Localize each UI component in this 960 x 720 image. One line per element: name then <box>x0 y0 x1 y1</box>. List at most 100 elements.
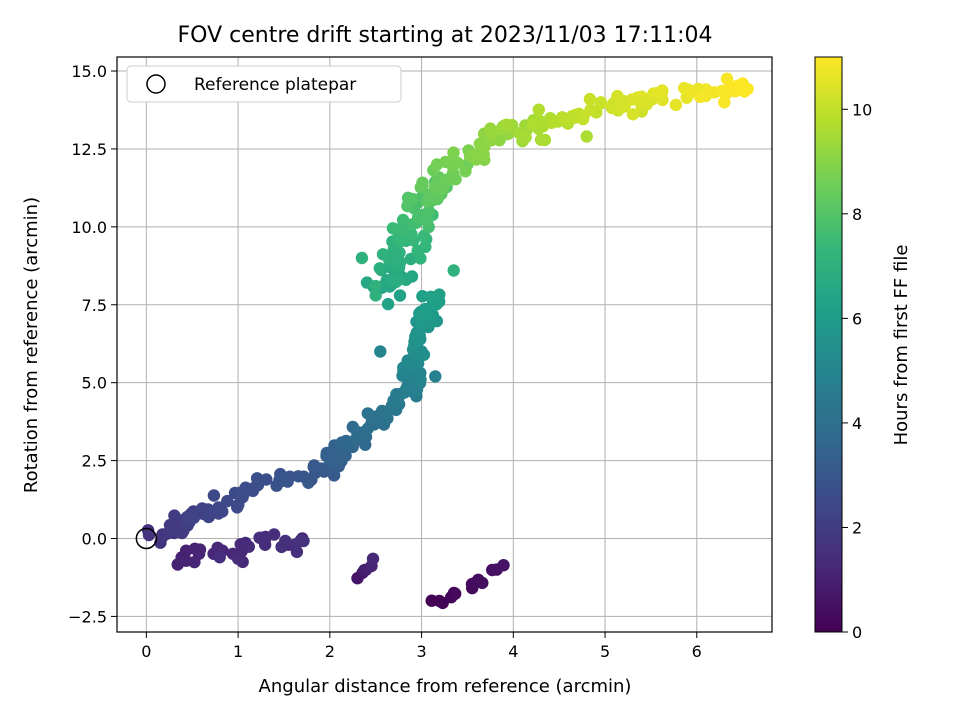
data-point <box>424 290 437 303</box>
data-point <box>369 279 382 293</box>
data-point <box>476 576 489 590</box>
legend: Reference platepar <box>126 65 402 103</box>
x-tick-label: 6 <box>692 642 702 661</box>
reference-platepar-marker <box>135 527 158 550</box>
data-point <box>459 165 472 178</box>
data-point <box>213 551 226 564</box>
data-point <box>168 509 181 522</box>
data-point <box>560 113 574 126</box>
data-point <box>486 126 499 139</box>
data-point <box>532 103 545 116</box>
data-point <box>393 289 407 302</box>
data-point <box>366 552 380 565</box>
colorbar-tick-label: 2 <box>852 518 862 537</box>
data-point <box>584 103 597 117</box>
data-point <box>330 455 343 468</box>
data-point <box>414 373 427 386</box>
colorbar-tick-label: 4 <box>852 414 862 433</box>
data-point <box>275 540 288 554</box>
data-point <box>391 274 404 287</box>
y-tick-label: 10.0 <box>71 218 107 237</box>
y-tick-label: 7.5 <box>82 296 107 315</box>
x-axis-ticks: 0 1 2 3 4 5 6 <box>141 632 702 661</box>
data-point <box>421 214 434 227</box>
data-point <box>683 86 697 99</box>
data-point <box>404 252 418 266</box>
data-point <box>396 213 410 227</box>
data-point <box>736 77 749 90</box>
data-point <box>267 528 281 541</box>
data-point <box>447 146 460 159</box>
colorbar-label: Hours from first FF file <box>891 245 912 446</box>
data-point <box>451 156 464 169</box>
y-axis-label: Rotation from reference (arcmin) <box>21 197 42 493</box>
data-point <box>422 205 435 218</box>
data-point <box>253 531 266 544</box>
plot-frame <box>116 56 773 633</box>
data-point <box>242 540 255 553</box>
data-point <box>449 173 462 186</box>
data-point <box>302 476 315 489</box>
data-point <box>193 543 207 556</box>
data-point <box>142 528 156 542</box>
data-point <box>594 97 608 110</box>
colorbar-gradient <box>814 56 843 633</box>
y-tick-label: 0.0 <box>82 530 107 549</box>
x-tick-label: 3 <box>416 642 426 661</box>
data-point <box>449 587 462 600</box>
data-point <box>221 494 234 508</box>
data-point <box>473 137 487 150</box>
data-point <box>519 131 532 144</box>
data-point <box>355 251 369 265</box>
data-point <box>669 98 683 112</box>
data-point <box>216 505 229 518</box>
data-point <box>369 289 382 302</box>
data-point <box>500 118 513 131</box>
data-point <box>447 264 460 277</box>
reference-marker-layer <box>135 527 158 550</box>
data-point <box>381 297 395 311</box>
data-point <box>231 552 245 565</box>
x-tick-label: 5 <box>600 642 610 661</box>
colorbar-tick-label: 8 <box>852 205 862 224</box>
colorbar-ticks: 0 2 4 6 8 10 <box>842 100 872 642</box>
data-point <box>373 262 386 275</box>
data-point <box>207 489 221 502</box>
data-point <box>260 473 273 486</box>
data-point <box>611 89 624 103</box>
data-point <box>187 511 201 524</box>
data-point <box>699 89 712 103</box>
y-tick-label: −2.5 <box>68 607 107 626</box>
legend-box <box>126 65 402 103</box>
data-point <box>250 472 264 485</box>
x-tick-label: 0 <box>141 642 151 661</box>
data-point <box>361 407 374 420</box>
data-point <box>718 96 731 109</box>
data-point <box>656 84 669 97</box>
data-point <box>281 475 294 488</box>
x-tick-label: 4 <box>508 642 518 661</box>
scatter-points <box>141 72 754 610</box>
data-point <box>188 555 201 569</box>
data-point <box>429 370 442 383</box>
data-point <box>235 486 248 499</box>
legend-entry-label: Reference platepar <box>194 75 356 95</box>
y-tick-label: 2.5 <box>82 452 107 471</box>
data-point <box>231 501 244 514</box>
data-point <box>626 108 640 121</box>
data-point <box>418 302 432 316</box>
data-point <box>390 394 403 408</box>
y-tick-label: 15.0 <box>71 62 107 81</box>
legend-reference-marker <box>146 74 166 94</box>
data-point <box>163 518 177 532</box>
data-point <box>413 329 426 342</box>
data-point <box>374 345 387 358</box>
data-point <box>406 192 419 206</box>
chart-title: FOV centre drift starting at 2023/11/03 … <box>178 23 713 48</box>
colorbar-tick-label: 0 <box>852 623 862 642</box>
x-tick-label: 2 <box>325 642 335 661</box>
colorbar: 0 2 4 6 8 10 Hours from first FF file <box>814 56 912 642</box>
data-point <box>394 235 407 248</box>
data-point <box>583 92 597 106</box>
data-point <box>297 534 310 548</box>
